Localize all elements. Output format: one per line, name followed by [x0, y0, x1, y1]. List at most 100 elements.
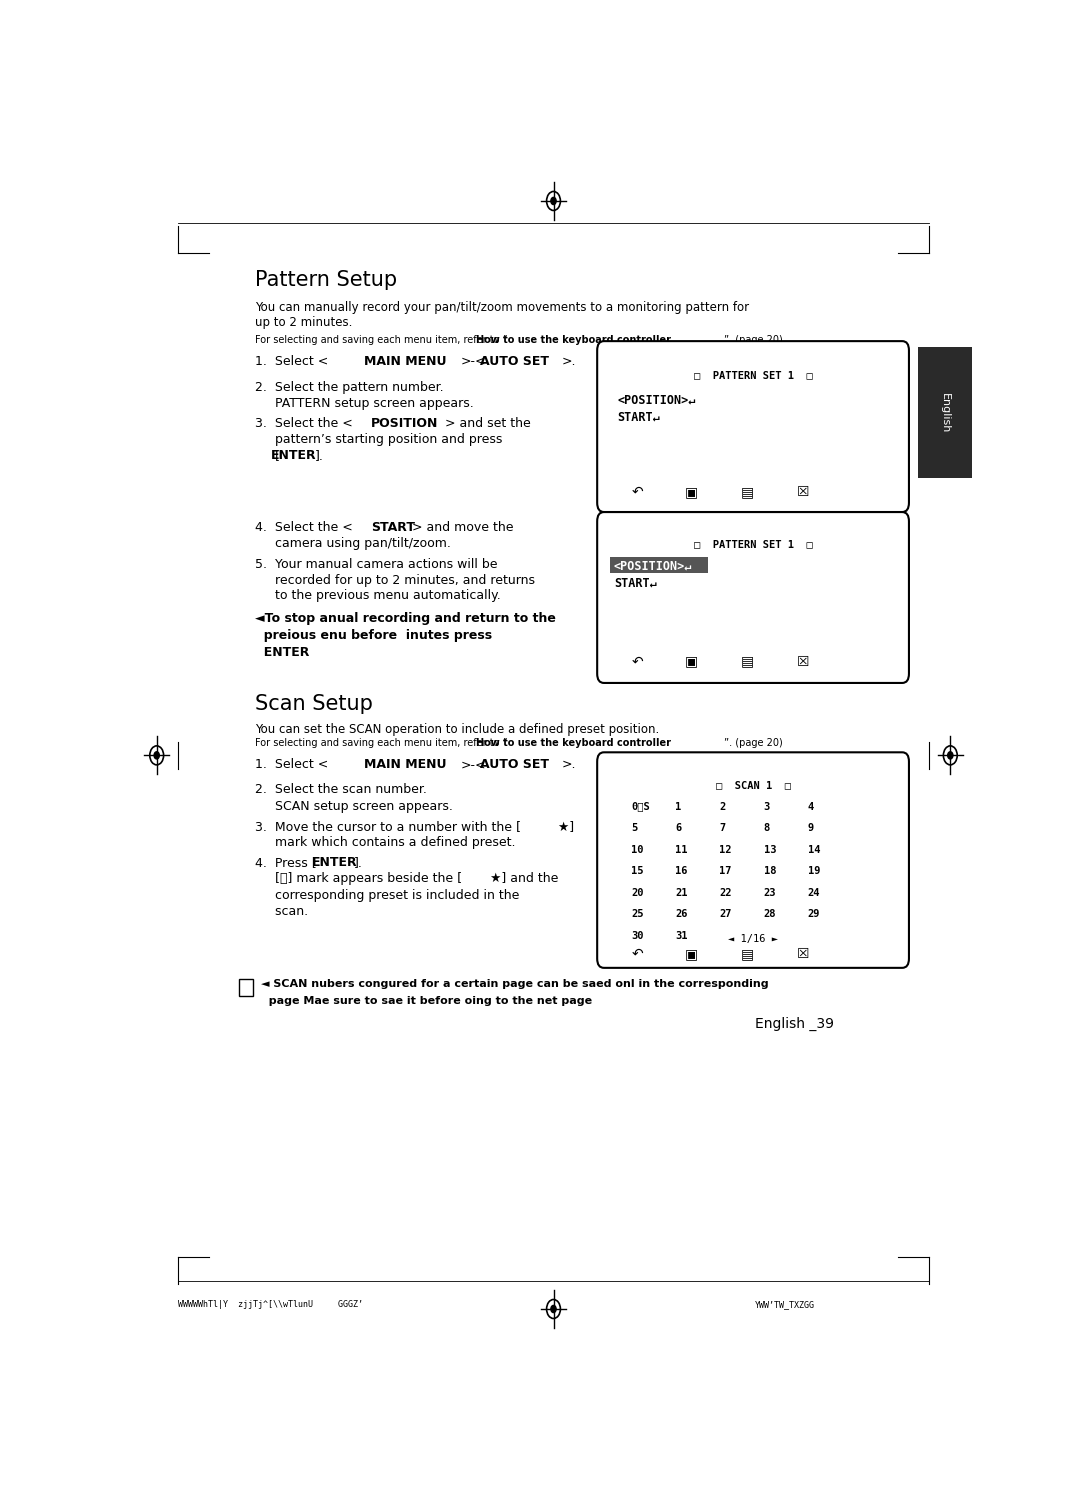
Text: ”. (page 20): ”. (page 20): [724, 739, 783, 749]
Text: ☒: ☒: [797, 655, 809, 668]
Text: ▤: ▤: [741, 484, 754, 499]
Text: >-<: >-<: [460, 354, 486, 368]
Text: 1.  Select <: 1. Select <: [255, 354, 336, 368]
Text: 16: 16: [675, 866, 688, 876]
Text: to the previous menu automatically.: to the previous menu automatically.: [255, 589, 501, 602]
Text: 31: 31: [675, 931, 688, 940]
Circle shape: [154, 752, 160, 759]
Text: 7: 7: [719, 824, 726, 833]
Text: ▣: ▣: [685, 655, 698, 668]
Text: 12: 12: [719, 845, 732, 855]
FancyBboxPatch shape: [597, 752, 909, 967]
Text: camera using pan/tilt/zoom.: camera using pan/tilt/zoom.: [255, 537, 451, 550]
Text: 19: 19: [808, 866, 820, 876]
Text: >-<: >-<: [460, 758, 486, 771]
Text: > and set the: > and set the: [445, 417, 530, 429]
Text: [Ⓢ] mark appears beside the [       ★] and the: [Ⓢ] mark appears beside the [ ★] and the: [255, 873, 558, 885]
Text: ◄ SCAN nubers congured for a certain page can be saed onl in the corresponding: ◄ SCAN nubers congured for a certain pag…: [260, 979, 768, 988]
Text: ↶: ↶: [632, 655, 643, 668]
Text: START: START: [372, 522, 416, 534]
Text: 2.  Select the pattern number.: 2. Select the pattern number.: [255, 381, 444, 395]
Text: YWW’TW_TXZGG: YWW’TW_TXZGG: [755, 1299, 815, 1308]
Text: 13: 13: [764, 845, 777, 855]
Text: 24: 24: [808, 888, 820, 898]
Text: Scan Setup: Scan Setup: [255, 694, 373, 713]
Text: 28: 28: [764, 909, 777, 919]
Text: >.: >.: [562, 354, 576, 368]
Text: AUTO SET: AUTO SET: [480, 758, 549, 771]
Text: <POSITION>↵: <POSITION>↵: [617, 393, 696, 407]
Text: > and move the: > and move the: [413, 522, 514, 534]
Text: For selecting and saving each menu item, refer to “: For selecting and saving each menu item,…: [255, 739, 508, 749]
Text: MAIN MENU: MAIN MENU: [364, 758, 446, 771]
Text: 10: 10: [631, 845, 644, 855]
Text: 3: 3: [764, 801, 770, 812]
Text: 1: 1: [675, 801, 681, 812]
Text: ENTER: ENTER: [255, 646, 310, 659]
Text: 27: 27: [719, 909, 732, 919]
FancyBboxPatch shape: [597, 513, 909, 683]
Text: ◄To stop anual recording and return to the: ◄To stop anual recording and return to t…: [255, 611, 556, 625]
Text: 20: 20: [631, 888, 644, 898]
Text: ▣: ▣: [685, 948, 698, 961]
Text: □  SCAN 1  □: □ SCAN 1 □: [716, 780, 791, 789]
Text: 29: 29: [808, 909, 820, 919]
Text: ☒: ☒: [797, 484, 809, 499]
Text: 3.  Select the <: 3. Select the <: [255, 417, 365, 429]
Text: [: [: [255, 448, 280, 462]
Text: 1.  Select <: 1. Select <: [255, 758, 336, 771]
Text: How to use the keyboard controller: How to use the keyboard controller: [476, 335, 671, 345]
Text: 8: 8: [764, 824, 770, 833]
Text: 4.  Press [: 4. Press [: [255, 857, 325, 869]
Text: ▣: ▣: [685, 484, 698, 499]
Text: MAIN MENU: MAIN MENU: [364, 354, 446, 368]
Text: ].: ].: [354, 857, 363, 869]
FancyBboxPatch shape: [918, 347, 972, 478]
Text: 0ⓈS: 0ⓈS: [631, 801, 650, 812]
Text: 23: 23: [764, 888, 777, 898]
Text: 9: 9: [808, 824, 814, 833]
Text: ▤: ▤: [741, 948, 754, 961]
Text: 25: 25: [631, 909, 644, 919]
Text: pattern’s starting position and press: pattern’s starting position and press: [255, 434, 502, 447]
Text: You can manually record your pan/tilt/zoom movements to a monitoring pattern for: You can manually record your pan/tilt/zo…: [255, 300, 750, 314]
Text: How to use the keyboard controller: How to use the keyboard controller: [476, 739, 671, 749]
Text: 17: 17: [719, 866, 732, 876]
Text: scan.: scan.: [255, 904, 308, 918]
Text: Pattern Setup: Pattern Setup: [255, 271, 397, 290]
Text: □  PATTERN SET 1  □: □ PATTERN SET 1 □: [693, 540, 812, 550]
Text: AUTO SET: AUTO SET: [480, 354, 549, 368]
Circle shape: [947, 752, 953, 759]
Text: 5: 5: [631, 824, 637, 833]
Circle shape: [551, 197, 556, 205]
Text: English _39: English _39: [755, 1017, 834, 1032]
Text: You can set the SCAN operation to include a defined preset position.: You can set the SCAN operation to includ…: [255, 724, 660, 736]
Text: ”. (page 20): ”. (page 20): [724, 335, 783, 345]
Text: ▤: ▤: [741, 655, 754, 668]
Text: 15: 15: [631, 866, 644, 876]
Text: 18: 18: [764, 866, 777, 876]
Text: ENTER: ENTER: [312, 857, 357, 869]
Text: up to 2 minutes.: up to 2 minutes.: [255, 317, 352, 329]
FancyBboxPatch shape: [597, 341, 909, 511]
Text: ◄ 1/16 ►: ◄ 1/16 ►: [728, 934, 778, 943]
Text: 2: 2: [719, 801, 726, 812]
Text: 26: 26: [675, 909, 688, 919]
Text: ☒: ☒: [797, 948, 809, 961]
Text: preious enu before  inutes press: preious enu before inutes press: [255, 629, 492, 641]
Text: For selecting and saving each menu item, refer to “: For selecting and saving each menu item,…: [255, 335, 508, 345]
Text: ].: ].: [314, 448, 324, 462]
FancyBboxPatch shape: [610, 558, 707, 573]
Text: 21: 21: [675, 888, 688, 898]
Text: 2.  Select the scan number.: 2. Select the scan number.: [255, 783, 427, 795]
Text: 6: 6: [675, 824, 681, 833]
Text: 11: 11: [675, 845, 688, 855]
Text: ENTER: ENTER: [271, 448, 316, 462]
Text: PATTERN setup screen appears.: PATTERN setup screen appears.: [255, 398, 474, 410]
Text: 30: 30: [631, 931, 644, 940]
Circle shape: [551, 1305, 556, 1313]
Text: corresponding preset is included in the: corresponding preset is included in the: [255, 888, 519, 901]
Text: □  PATTERN SET 1  □: □ PATTERN SET 1 □: [693, 371, 812, 380]
Text: >.: >.: [562, 758, 576, 771]
Text: 4: 4: [808, 801, 814, 812]
